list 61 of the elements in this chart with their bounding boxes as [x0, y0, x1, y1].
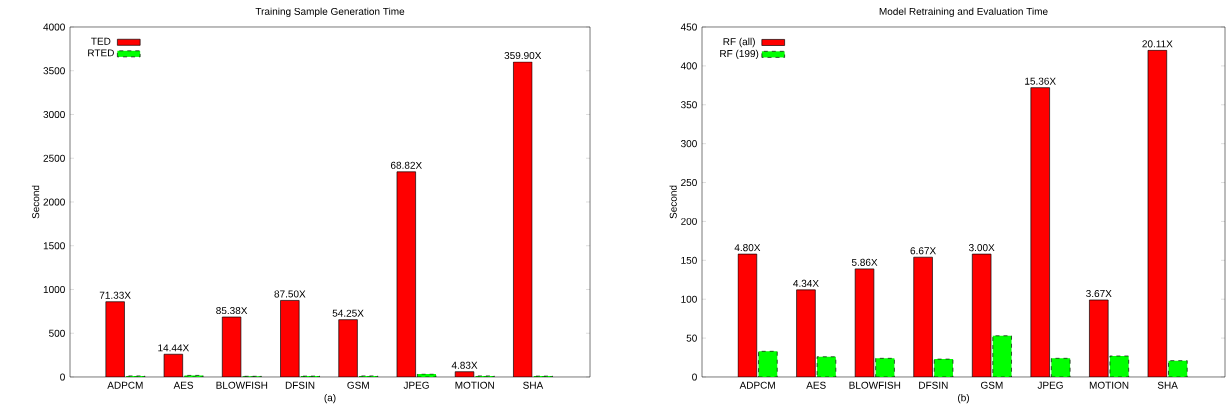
y-tick-label: 3000	[43, 110, 65, 119]
y-tick-label: 1000	[43, 285, 65, 294]
y-tick-label: 350	[680, 101, 697, 109]
y-tick-label: 50	[686, 334, 697, 342]
y-tick-label: 300	[680, 140, 697, 148]
annotation: 6.67X	[910, 247, 936, 255]
x-tick-label: GSM	[981, 381, 1003, 389]
legend-label: TED	[91, 37, 111, 45]
x-tick-label: MOTION	[455, 381, 494, 389]
annotation: 5.86X	[851, 258, 878, 266]
legend-label: RF (199)	[720, 49, 759, 60]
x-tick-label: ADPCM	[739, 381, 775, 389]
annotation: 3.67X	[1086, 289, 1112, 298]
y-tick-label: 4000	[43, 23, 65, 31]
annotation: 4.83X	[451, 361, 478, 369]
x-tick-label: DFSIN	[285, 381, 315, 389]
x-tick-label: AES	[806, 381, 826, 389]
annotation: 71.33X	[99, 291, 131, 299]
y-tick-label: 100	[681, 295, 697, 303]
x-axis-title: (b)	[958, 393, 969, 404]
x-tick-label: GSM	[347, 381, 369, 389]
y-tick-label: 150	[681, 256, 697, 264]
y-tick-label: 250	[681, 179, 697, 187]
x-tick-label: SHA	[523, 381, 544, 389]
y-tick-label: 200	[681, 217, 697, 225]
y-tick-label: 3500	[43, 67, 65, 75]
x-axis-title: (a)	[324, 393, 336, 404]
x-tick-label: MOTION	[1089, 381, 1129, 389]
y-tick-label: 2000	[43, 198, 65, 206]
annotation: 87.50X	[274, 290, 306, 298]
y-tick-label: 450	[680, 23, 697, 31]
annotation: 14.44X	[158, 344, 190, 352]
annotation: 20.11X	[1142, 40, 1173, 48]
annotation: 68.82X	[390, 161, 422, 169]
annotation: 359.90X	[504, 51, 542, 60]
x-tick-label: DFSIN	[919, 381, 948, 389]
chart-title: Model Retraining and Evaluation Time	[879, 7, 1048, 17]
legend-label: RF (all)	[723, 37, 755, 48]
y-tick-label: 0	[60, 373, 65, 381]
x-tick-label: JPEG	[1037, 381, 1063, 389]
y-tick-label: 400	[680, 62, 697, 70]
x-tick-label: BLOWFISH	[216, 381, 268, 389]
x-tick-label: JPEG	[403, 381, 429, 389]
x-tick-label: AES	[173, 381, 194, 389]
chart-title: Training Sample Generation Time	[255, 7, 405, 17]
y-tick-label: 0	[692, 373, 697, 381]
annotation: 4.80X	[734, 244, 761, 252]
annotation: 15.36X	[1025, 77, 1056, 85]
annotation: 85.38X	[216, 307, 248, 315]
x-tick-label: SHA	[1157, 381, 1178, 389]
y-tick-label: 1500	[43, 242, 65, 250]
legend-label: RTED	[88, 49, 114, 57]
x-tick-label: BLOWFISH	[849, 381, 901, 389]
y-tick-label: 500	[49, 329, 65, 337]
y-tick-label: 2500	[43, 154, 65, 162]
annotation: 4.34X	[793, 279, 819, 287]
annotation: 3.00X	[968, 244, 995, 252]
annotation: 54.25X	[332, 309, 364, 317]
y-axis-title: Second	[669, 185, 677, 219]
y-axis-title: Second	[31, 185, 40, 219]
x-tick-label: ADPCM	[107, 381, 143, 389]
